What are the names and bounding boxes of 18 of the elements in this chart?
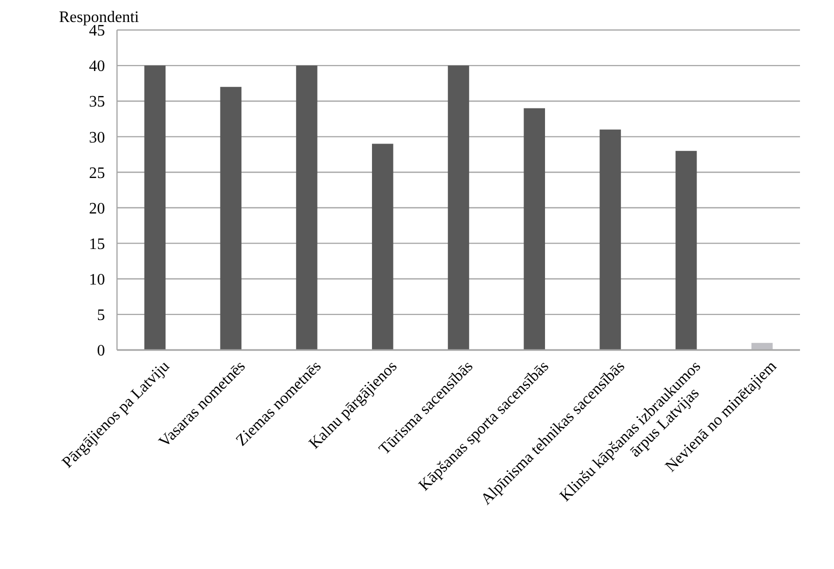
y-tick-label: 30 <box>89 129 105 146</box>
bar <box>524 108 546 350</box>
y-tick-label: 40 <box>89 58 105 76</box>
bar <box>220 86 242 350</box>
y-tick-label: 0 <box>97 342 105 360</box>
y-tick-label: 20 <box>89 200 105 218</box>
bar <box>600 130 621 350</box>
y-tick-label: 35 <box>89 94 105 111</box>
bar <box>751 342 773 350</box>
y-tick-label: 15 <box>89 236 105 253</box>
bar <box>676 150 697 350</box>
y-tick-label: 10 <box>89 271 105 288</box>
y-tick-label: 25 <box>89 164 105 182</box>
bar <box>296 66 318 350</box>
bar <box>448 66 470 350</box>
bar <box>372 144 394 350</box>
y-tick-label: 5 <box>97 307 105 324</box>
bar <box>144 66 166 350</box>
